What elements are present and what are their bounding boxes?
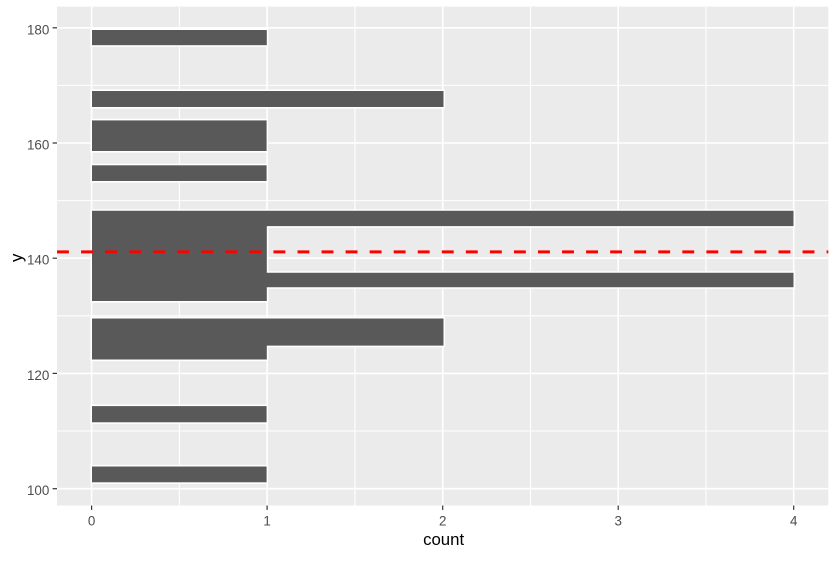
svg-text:1: 1 (263, 513, 270, 528)
svg-text:3: 3 (614, 513, 621, 528)
svg-text:count: count (423, 530, 464, 549)
svg-text:4: 4 (790, 513, 798, 528)
svg-text:160: 160 (27, 138, 49, 153)
svg-text:100: 100 (27, 483, 49, 498)
svg-text:180: 180 (27, 22, 49, 37)
svg-text:120: 120 (27, 368, 49, 383)
svg-text:140: 140 (27, 253, 49, 268)
svg-text:y: y (7, 253, 26, 262)
svg-text:2: 2 (439, 513, 446, 528)
svg-text:0: 0 (88, 513, 95, 528)
